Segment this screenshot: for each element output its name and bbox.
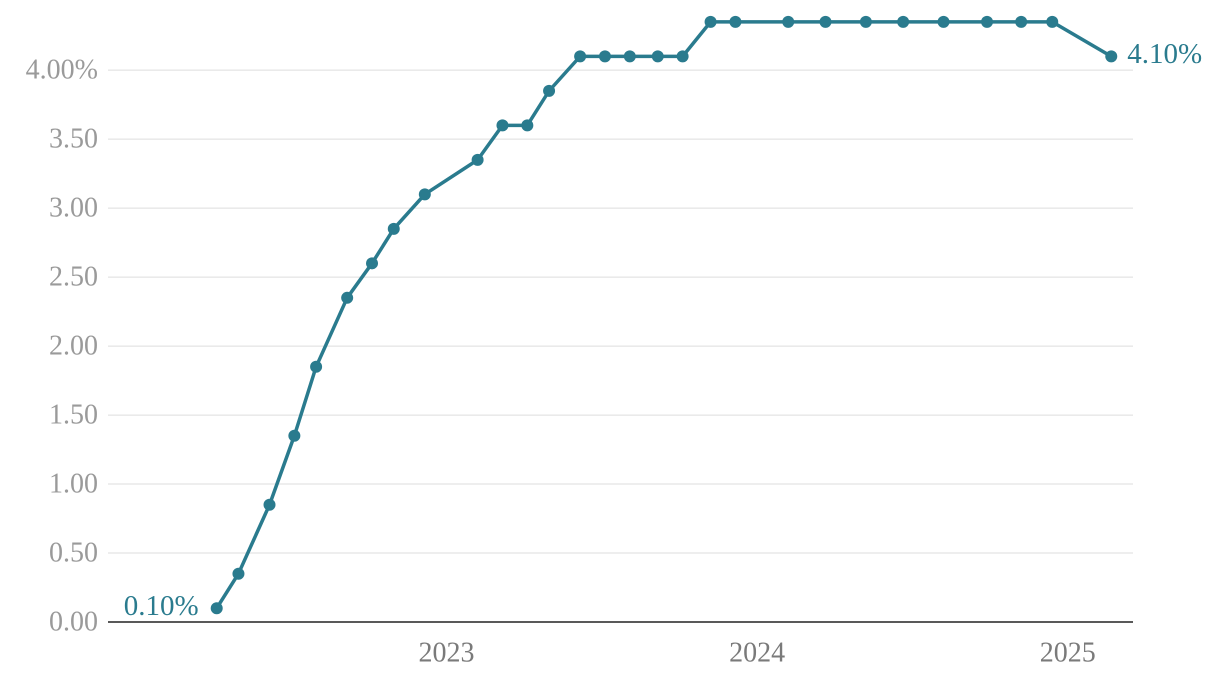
- y-tick-label: 3.00: [49, 193, 98, 224]
- value-label: 4.10%: [1127, 38, 1202, 70]
- point: [232, 567, 245, 580]
- value-label: 0.10%: [124, 590, 199, 622]
- point: [387, 222, 400, 235]
- y-tick-label: 2.00: [49, 331, 98, 362]
- point: [676, 50, 689, 63]
- point: [1015, 15, 1028, 28]
- point: [1046, 15, 1059, 28]
- point: [819, 15, 832, 28]
- point: [574, 50, 587, 63]
- y-tick-label: 0.00: [49, 606, 98, 637]
- point: [651, 50, 664, 63]
- point: [310, 360, 323, 373]
- point: [981, 15, 994, 28]
- y-tick-label: 1.00: [49, 468, 98, 499]
- point: [729, 15, 742, 28]
- point: [471, 153, 484, 166]
- point: [897, 15, 910, 28]
- y-tick-label: 2.50: [49, 262, 98, 293]
- point: [210, 602, 223, 615]
- point: [341, 291, 354, 304]
- point: [859, 15, 872, 28]
- point: [263, 498, 276, 511]
- y-tick-label: 4.00%: [26, 55, 98, 86]
- x-tick-label: 2024: [729, 637, 785, 668]
- x-tick-label: 2023: [419, 637, 475, 668]
- point: [496, 119, 509, 132]
- y-tick-label: 0.50: [49, 537, 98, 568]
- point: [366, 257, 379, 270]
- point: [418, 188, 431, 201]
- point: [704, 15, 717, 28]
- point: [782, 15, 795, 28]
- y-tick-label: 3.50: [49, 124, 98, 155]
- point: [1105, 50, 1118, 63]
- point: [521, 119, 534, 132]
- point: [288, 429, 301, 442]
- y-tick-label: 1.50: [49, 399, 98, 430]
- line: [215, 20, 1113, 610]
- point: [623, 50, 636, 63]
- x-tick-label: 2025: [1040, 637, 1096, 668]
- point: [937, 15, 950, 28]
- point: [543, 84, 556, 97]
- point: [598, 50, 611, 63]
